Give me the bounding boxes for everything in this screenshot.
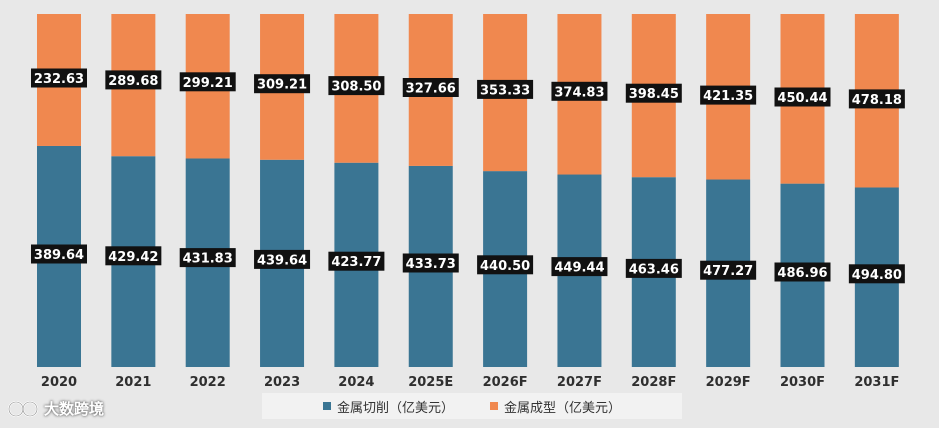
data-label-cutting-2029F: 477.27 — [700, 260, 757, 280]
data-label-forming-2030F-text: 450.44 — [777, 91, 827, 106]
data-label-forming-2023-bg — [254, 74, 311, 94]
legend-swatch-cutting — [322, 402, 331, 410]
data-label-forming-2020-bg — [31, 68, 87, 88]
category-label-2024: 2024 — [338, 375, 374, 390]
data-label-cutting-2026F-bg — [477, 255, 534, 275]
brand-watermark: 大数跨境 — [6, 398, 104, 419]
category-label-2023: 2023 — [264, 375, 300, 390]
category-label-2029F: 2029F — [706, 375, 751, 390]
data-label-cutting-2030F-bg — [774, 262, 831, 282]
brand-logo-icon — [8, 400, 38, 417]
data-label-forming-2021-text: 289.68 — [108, 74, 158, 89]
data-label-cutting-2022-bg — [179, 248, 236, 268]
data-label-cutting-2029F-bg — [700, 260, 757, 280]
data-label-forming-2025E: 327.66 — [402, 78, 459, 97]
category-label-2030F: 2030F — [780, 375, 825, 390]
legend-swatch-forming — [490, 402, 498, 410]
data-label-forming-2022-bg — [179, 72, 236, 92]
data-label-forming-2031F-bg — [848, 89, 905, 109]
data-label-forming-2031F: 478.18 — [848, 89, 905, 109]
legend-item-cutting: 金属切削（亿美元） — [322, 397, 454, 416]
data-label-cutting-2021-text: 429.42 — [108, 250, 158, 265]
data-label-forming-2028F-text: 398.45 — [629, 87, 679, 102]
data-label-cutting-2020: 389.64 — [31, 244, 87, 264]
data-label-cutting-2026F-text: 440.50 — [480, 259, 530, 274]
legend-label-forming: 金属成型（亿美元） — [504, 400, 622, 416]
data-label-cutting-2027F-bg — [551, 257, 608, 277]
data-label-cutting-2026F: 440.50 — [477, 255, 534, 275]
data-label-cutting-2021-bg — [105, 246, 162, 266]
data-label-cutting-2025E-bg — [402, 253, 459, 273]
legend-item-forming: 金属成型（亿美元） — [490, 397, 621, 416]
data-label-forming-2021: 289.68 — [105, 70, 162, 90]
data-label-forming-2024: 308.50 — [328, 76, 385, 96]
data-label-cutting-2024-text: 423.77 — [331, 255, 381, 270]
category-label-2031F: 2031F — [854, 375, 899, 390]
data-label-forming-2030F: 450.44 — [774, 87, 831, 107]
data-label-cutting-2022: 431.83 — [179, 248, 236, 268]
data-label-cutting-2024-bg — [328, 251, 385, 271]
data-labels-layer: 232.63 389.64 289.68 429.42 299.21 431.83 309.… — [31, 68, 905, 284]
data-label-cutting-2023-text: 439.64 — [257, 253, 307, 268]
category-label-2020: 2020 — [41, 375, 77, 390]
data-label-forming-2027F-bg — [551, 81, 608, 101]
data-label-forming-2027F: 374.83 — [551, 81, 608, 101]
category-label-2021: 2021 — [115, 375, 151, 390]
data-label-forming-2024-text: 308.50 — [331, 80, 381, 95]
data-label-forming-2022-text: 299.21 — [183, 76, 233, 91]
category-label-2025E: 2025E — [408, 375, 453, 390]
chart-legend: 金属切削（亿美元） 金属成型（亿美元） — [262, 393, 682, 419]
data-label-cutting-2031F: 494.80 — [848, 264, 905, 284]
data-label-cutting-2028F-bg — [625, 258, 682, 278]
data-label-forming-2020: 232.63 — [31, 68, 87, 88]
data-label-forming-2020-text: 232.63 — [34, 72, 84, 87]
data-label-forming-2026F: 353.33 — [477, 79, 534, 99]
data-label-forming-2030F-bg — [774, 87, 831, 107]
data-label-cutting-2030F-text: 486.96 — [777, 266, 827, 281]
data-label-cutting-2028F: 463.46 — [625, 258, 682, 278]
data-label-cutting-2029F-text: 477.27 — [703, 264, 753, 279]
data-label-cutting-2020-bg — [31, 244, 87, 264]
category-label-2028F: 2028F — [631, 375, 676, 390]
data-label-forming-2026F-text: 353.33 — [480, 83, 530, 98]
category-label-2026F: 2026F — [483, 375, 528, 390]
data-label-forming-2031F-text: 478.18 — [852, 93, 902, 108]
data-label-cutting-2031F-bg — [848, 264, 905, 284]
data-label-cutting-2025E-text: 433.73 — [406, 257, 456, 272]
data-label-forming-2025E-text: 327.66 — [406, 82, 456, 97]
data-label-cutting-2030F: 486.96 — [774, 262, 831, 282]
data-label-cutting-2022-text: 431.83 — [183, 252, 233, 267]
data-label-cutting-2023: 439.64 — [254, 249, 311, 269]
data-label-forming-2024-bg — [328, 76, 385, 96]
data-label-forming-2027F-text: 374.83 — [554, 85, 604, 100]
data-label-cutting-2031F-text: 494.80 — [852, 268, 902, 283]
data-label-cutting-2025E: 433.73 — [402, 253, 459, 273]
category-label-2022: 2022 — [190, 375, 226, 390]
data-label-forming-2022: 299.21 — [179, 72, 236, 92]
data-label-cutting-2024: 423.77 — [328, 251, 385, 271]
data-label-forming-2026F-bg — [477, 79, 534, 99]
category-label-2027F: 2027F — [557, 375, 602, 390]
data-label-forming-2023-text: 309.21 — [257, 78, 307, 93]
data-label-forming-2025E-bg — [402, 78, 459, 97]
data-label-forming-2028F: 398.45 — [625, 83, 682, 103]
data-label-cutting-2027F: 449.44 — [551, 257, 608, 277]
data-label-forming-2029F-text: 421.35 — [703, 89, 753, 104]
bars-layer — [37, 14, 899, 367]
category-labels-layer: 2020 2021 2022 2023 2024 2025E 2026F 2027F 2028F… — [41, 375, 899, 390]
data-label-cutting-2028F-text: 463.46 — [629, 262, 679, 277]
data-label-forming-2021-bg — [105, 70, 162, 90]
brand-name: 大数跨境 — [44, 400, 105, 418]
data-label-cutting-2021: 429.42 — [105, 246, 162, 266]
data-label-cutting-2023-bg — [254, 249, 311, 269]
data-label-forming-2029F-bg — [700, 85, 757, 105]
data-label-forming-2023: 309.21 — [254, 74, 311, 94]
data-label-cutting-2027F-text: 449.44 — [554, 261, 604, 276]
data-label-cutting-2020-text: 389.64 — [34, 248, 84, 263]
legend-label-cutting: 金属切削（亿美元） — [336, 400, 454, 416]
data-label-forming-2028F-bg — [625, 83, 682, 103]
data-label-forming-2029F: 421.35 — [700, 85, 757, 105]
